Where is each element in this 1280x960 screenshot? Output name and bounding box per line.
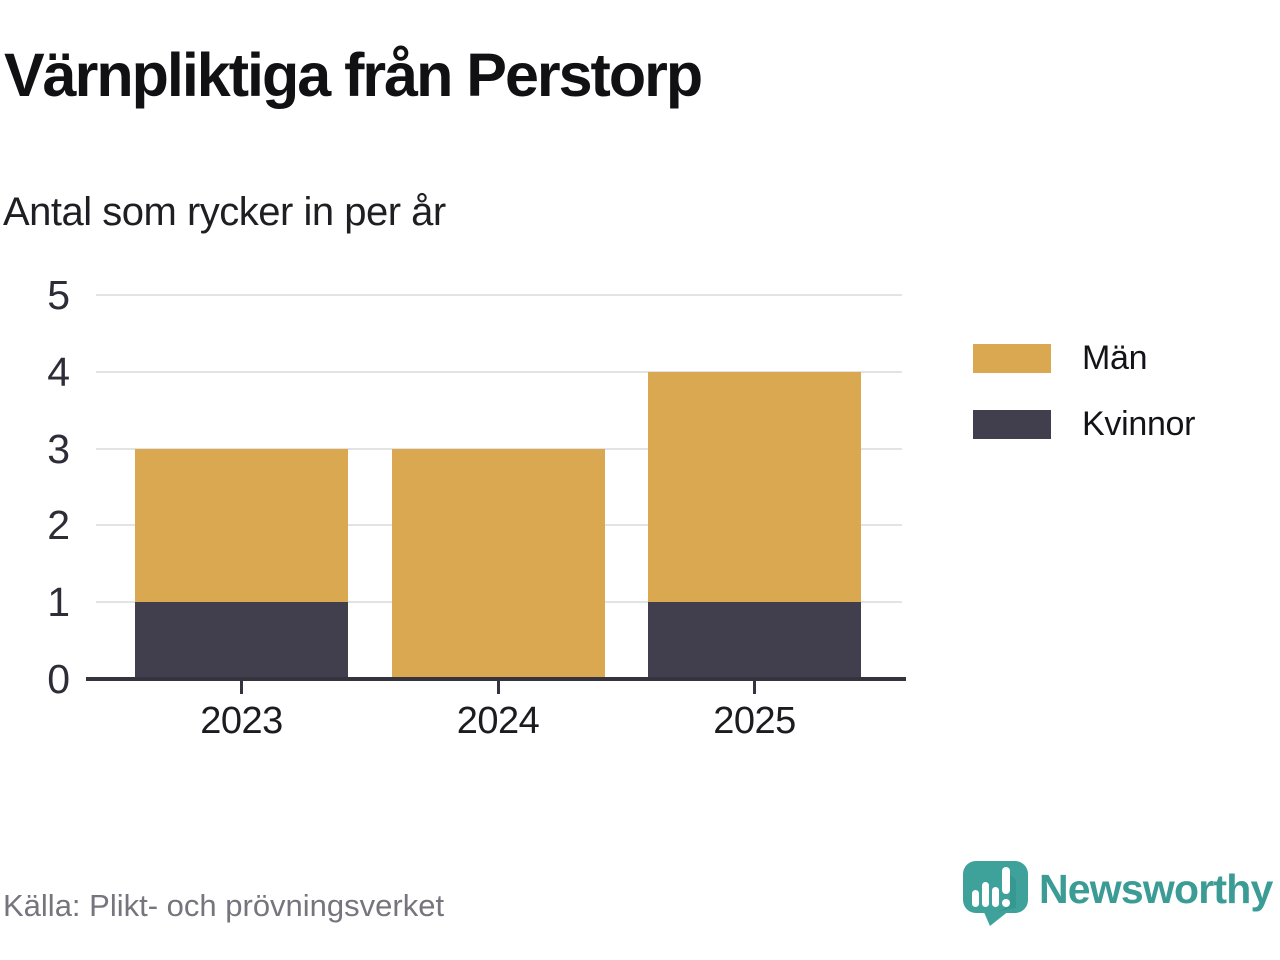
y-tick-label-1: 1	[47, 579, 70, 626]
bar-2023-män	[135, 448, 348, 603]
legend-item-kvinnor: Kvinnor	[973, 405, 1195, 444]
x-tick-label-2025: 2025	[713, 700, 796, 742]
brand-wordmark: Newsworthy	[1039, 865, 1273, 912]
legend-item-man: Män	[973, 339, 1195, 378]
newsworthy-speech-bubble-chart-icon	[962, 854, 1030, 933]
x-tick-2024	[496, 681, 500, 694]
chart-title: Värnpliktiga från Perstorp	[4, 41, 703, 109]
bar-2025-kvinnor	[648, 602, 861, 679]
brand-logo: Newsworthy	[962, 856, 1273, 930]
legend-label-man: Män	[1082, 339, 1148, 377]
bar-2023-kvinnor	[135, 602, 348, 679]
legend: Män Kvinnor	[973, 339, 1195, 444]
y-tick-label-3: 3	[47, 425, 70, 472]
gridline-y-5	[96, 294, 902, 296]
bar-2025-män	[648, 371, 861, 603]
x-tick-label-2023: 2023	[200, 700, 283, 742]
y-tick-label-0: 0	[47, 656, 70, 702]
x-tick-2023	[240, 681, 243, 694]
y-tick-label-4: 4	[47, 348, 70, 395]
y-tick-label-5: 5	[47, 272, 70, 318]
legend-label-kvinnor: Kvinnor	[1082, 405, 1196, 443]
gridline-y-4	[96, 370, 902, 373]
chart-subtitle: Antal som rycker in per år	[3, 190, 446, 234]
x-axis-line	[86, 677, 906, 681]
x-tick-label-2024: 2024	[456, 700, 540, 742]
legend-swatch-man	[973, 344, 1051, 373]
source-note: Källa: Plikt- och prövningsverket	[3, 888, 445, 923]
y-tick-label-2: 2	[47, 502, 70, 549]
bar-2024-män	[391, 448, 605, 679]
legend-swatch-kvinnor	[973, 410, 1051, 439]
x-tick-2025	[753, 681, 756, 694]
